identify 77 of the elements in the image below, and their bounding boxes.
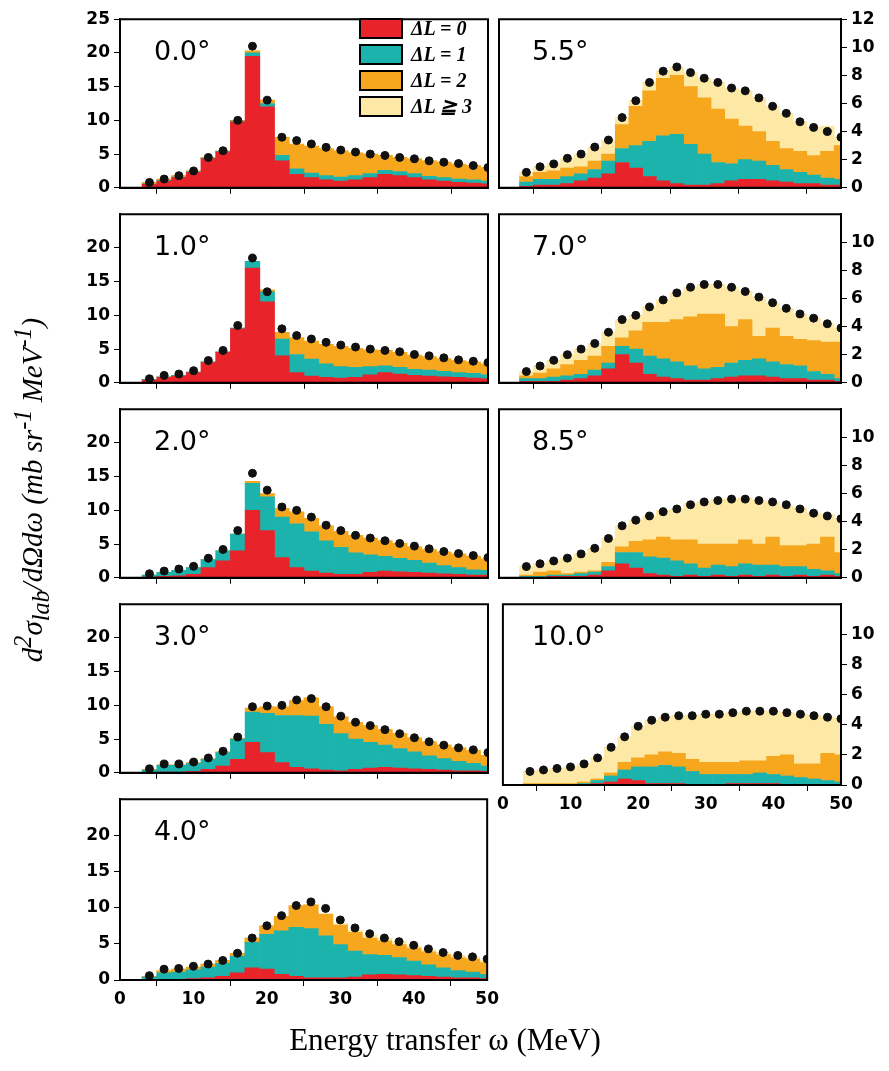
y-tick-label: 8	[851, 652, 863, 673]
y-tick-label: 6	[851, 481, 863, 502]
annotation: 10.0°	[532, 620, 606, 651]
annotation: 8.5°	[532, 425, 589, 456]
x-tick-label: 50	[475, 987, 500, 1008]
y-tick-label: 10	[86, 896, 111, 917]
x-tick-label: 0	[114, 987, 127, 1008]
y-tick-label: 4	[851, 120, 863, 141]
y-tick-label: 0	[98, 371, 111, 392]
x-tick-label: 40	[761, 792, 786, 813]
y-tick-label: 6	[851, 91, 863, 112]
y-tick-label: 0	[851, 566, 863, 587]
x-tick-label: 10	[181, 987, 206, 1008]
y-tick-label: 0	[851, 773, 863, 794]
y-tick-label: 0	[98, 566, 111, 587]
legend-label: ΔL = 1	[410, 42, 467, 67]
y-tick-label: 10	[86, 693, 111, 714]
annotation: 0.0°	[154, 35, 211, 66]
y-tick-label: 10	[851, 230, 875, 251]
y-tick-label: 5	[98, 932, 110, 953]
y-tick-label: 8	[851, 453, 863, 474]
y-tick-label: 12	[851, 7, 875, 28]
x-tick-label: 30	[328, 987, 353, 1008]
y-tick-label: 15	[86, 465, 110, 486]
y-tick-label: 4	[851, 713, 863, 734]
annotation: 2.0°	[154, 425, 211, 456]
y-tick-label: 0	[851, 176, 863, 197]
y-tick-label: 2	[851, 343, 863, 364]
x-tick-label: 20	[626, 792, 651, 813]
x-tick-label: 0	[496, 792, 509, 813]
y-tick-label: 10	[851, 35, 875, 56]
y-tick-label: 5	[98, 532, 110, 553]
annotation: 7.0°	[532, 230, 589, 261]
y-tick-label: 4	[851, 510, 863, 531]
x-tick-label: 40	[401, 987, 426, 1008]
x-tick-label: 20	[255, 987, 279, 1008]
y-tick-label: 10	[851, 425, 875, 446]
y-tick-label: 0	[98, 761, 111, 782]
y-tick-label: 20	[86, 823, 111, 844]
y-tick-label: 20	[86, 236, 111, 257]
x-tick-label: 10	[558, 792, 583, 813]
y-tick-label: 0	[851, 371, 863, 392]
y-tick-label: 10	[86, 498, 111, 519]
y-tick-label: 10	[86, 108, 111, 129]
y-tick-label: 10	[86, 303, 111, 324]
y-tick-label: 4	[851, 315, 863, 336]
y-tick-label: 2	[851, 148, 863, 169]
y-tick-label: 5	[98, 727, 110, 748]
legend-label: ΔL = 2	[410, 68, 467, 93]
y-tick-label: 8	[851, 63, 863, 84]
y-tick-label: 5	[98, 142, 110, 163]
y-tick-label: 5	[98, 337, 110, 358]
annotation: 5.5°	[532, 35, 589, 66]
annotation: 1.0°	[154, 230, 211, 261]
annotation: 4.0°	[154, 815, 211, 846]
y-tick-label: 6	[851, 683, 863, 704]
y-tick-label: 6	[851, 286, 863, 307]
x-axis-title: Energy transfer ω (MeV)	[289, 1022, 601, 1058]
legend-label: ΔL = 0	[410, 16, 467, 41]
x-tick-label: 50	[829, 792, 853, 813]
y-tick-label: 15	[86, 75, 110, 96]
legend-label: ΔL ≧ 3	[410, 94, 472, 119]
x-tick-label: 30	[693, 792, 718, 813]
y-tick-label: 15	[86, 270, 110, 291]
y-tick-label: 25	[86, 7, 110, 28]
y-tick-label: 15	[86, 859, 110, 880]
y-tick-label: 0	[98, 176, 111, 197]
y-tick-label: 20	[86, 626, 111, 647]
y-tick-label: 10	[851, 622, 875, 643]
y-tick-label: 20	[86, 431, 111, 452]
annotation: 3.0°	[154, 620, 211, 651]
y-tick-label: 2	[851, 538, 863, 559]
y-tick-label: 2	[851, 743, 863, 764]
y-tick-label: 8	[851, 258, 863, 279]
y-tick-label: 15	[86, 660, 110, 681]
y-tick-label: 20	[86, 41, 111, 62]
y-tick-label: 0	[98, 968, 111, 989]
